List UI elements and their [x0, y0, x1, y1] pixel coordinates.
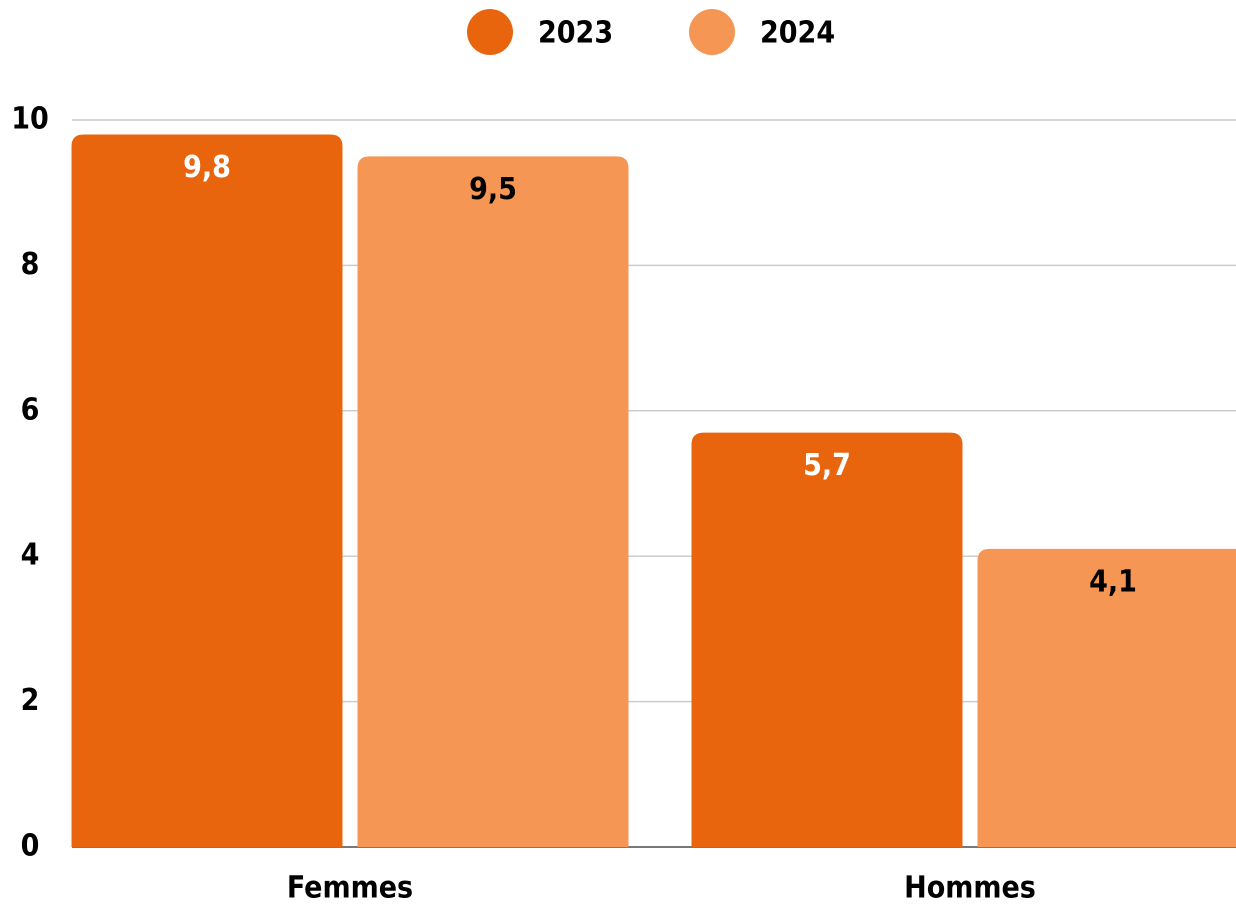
x-tick-label: Hommes	[904, 871, 1036, 905]
y-tick-label: 4	[21, 538, 40, 573]
legend-label: 2024	[760, 16, 835, 51]
y-tick-label: 2	[21, 683, 40, 718]
y-tick-label: 0	[21, 829, 40, 864]
data-label: 9,5	[469, 172, 517, 207]
x-tick-label: Femmes	[287, 871, 413, 905]
y-tick-label: 10	[11, 102, 49, 137]
bar	[357, 156, 629, 848]
data-label: 4,1	[1089, 564, 1137, 599]
data-label: 9,8	[183, 150, 231, 185]
data-label: 5,7	[803, 448, 851, 483]
bar	[71, 134, 343, 848]
y-tick-label: 6	[21, 392, 40, 427]
legend-swatch	[467, 9, 513, 55]
bar	[977, 548, 1236, 847]
y-tick-label: 8	[21, 247, 40, 282]
legend-swatch	[689, 9, 735, 55]
bar	[691, 432, 963, 847]
legend-label: 2023	[538, 16, 613, 51]
